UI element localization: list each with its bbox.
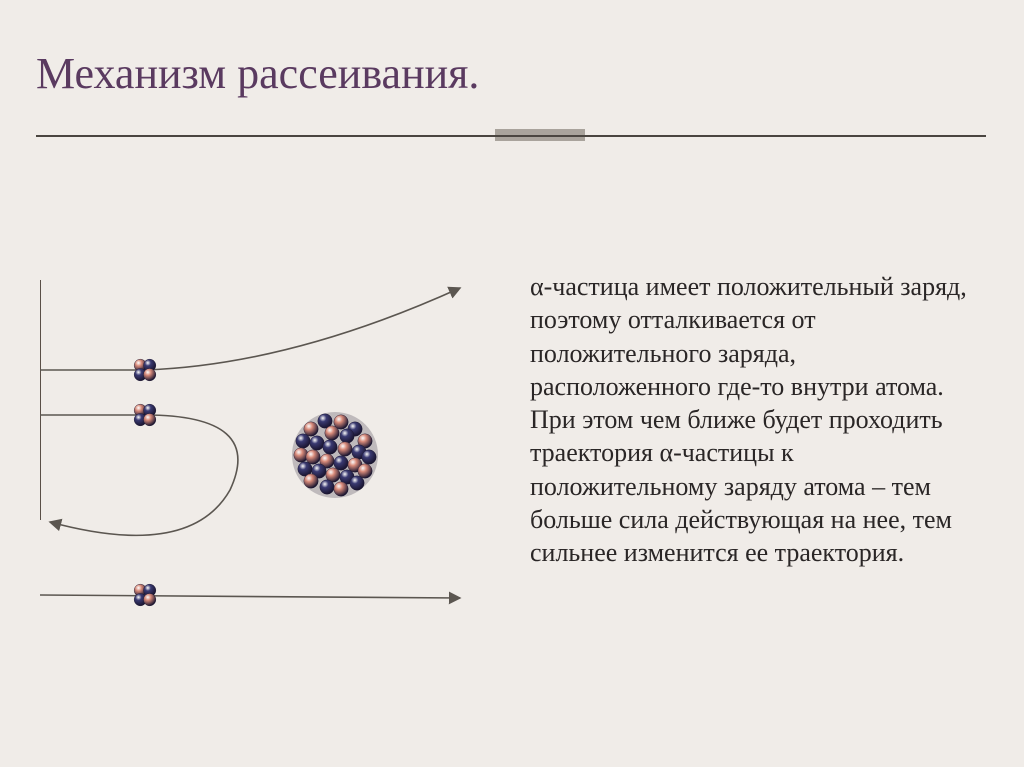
body-paragraph: α-частица имеет положительный заряд, поэ… (530, 270, 970, 569)
trajectory (40, 415, 238, 535)
trajectory (40, 595, 460, 598)
slide: Механизм рассеивания. α-частица имеет по… (0, 0, 1024, 767)
scattering-diagram (30, 280, 510, 620)
horizontal-rule (36, 135, 986, 137)
trajectory (40, 288, 460, 370)
nucleus (292, 412, 378, 498)
slide-title: Механизм рассеивания. (36, 48, 479, 99)
